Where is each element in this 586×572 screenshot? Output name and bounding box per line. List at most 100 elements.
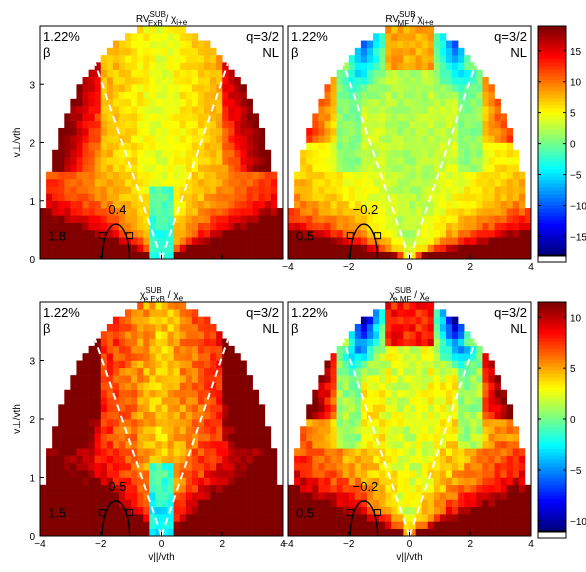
heatmap-cell: [415, 470, 422, 478]
heatmap-cell: [246, 419, 253, 427]
heatmap-cell: [324, 375, 331, 383]
heatmap-cell: [216, 120, 223, 129]
heatmap-cell: [94, 404, 102, 412]
heatmap-cell: [488, 135, 495, 143]
heatmap-cell: [179, 419, 187, 427]
heatmap-cell: [397, 302, 404, 310]
heatmap-cell: [173, 237, 181, 245]
heatmap-cell: [342, 178, 350, 187]
heatmap-cell: [179, 33, 187, 41]
heatmap-cell: [506, 193, 514, 202]
heatmap-cell: [500, 521, 508, 529]
heatmap-cell: [445, 492, 453, 500]
heatmap-cell: [179, 98, 187, 107]
heatmap-cell: [216, 193, 223, 202]
heatmap-cell: [330, 462, 337, 471]
heatmap-cell: [64, 164, 71, 172]
heatmap-cell: [125, 215, 132, 223]
heatmap-cell: [373, 76, 380, 85]
heatmap-cell: [258, 433, 266, 442]
heatmap-cell: [82, 499, 89, 508]
boundary-left: [81, 301, 163, 537]
heatmap-cell: [112, 426, 120, 434]
heatmap-cell: [379, 397, 386, 405]
heatmap-cell: [379, 113, 386, 121]
heatmap-cell: [143, 528, 150, 537]
heatmap-cell: [112, 345, 120, 354]
heatmap-cell: [252, 514, 260, 522]
heatmap-cell: [494, 440, 501, 449]
heatmap-cell: [354, 76, 362, 85]
heatmap-cell: [191, 521, 199, 529]
heatmap-cell: [228, 514, 235, 522]
heatmap-cell: [252, 462, 260, 471]
heatmap-cell: [494, 222, 501, 231]
heatmap-cell: [276, 484, 284, 493]
heatmap-cell: [228, 404, 235, 412]
heatmap-cell: [222, 222, 229, 231]
heatmap-cell: [336, 193, 343, 202]
heatmap-cell: [167, 404, 174, 412]
heatmap-cell: [258, 178, 266, 187]
heatmap-cell: [222, 237, 229, 245]
heatmap-cell: [58, 186, 65, 194]
heatmap-cell: [173, 178, 181, 187]
heatmap-cell: [112, 229, 120, 238]
heatmap-cell: [258, 200, 266, 209]
heatmap-cell: [94, 477, 102, 486]
heatmap-cell: [131, 106, 138, 114]
heatmap-cell: [106, 142, 114, 151]
heatmap-cell: [348, 244, 356, 253]
heatmap-cell: [324, 367, 331, 376]
heatmap-cell: [161, 222, 168, 231]
heatmap-cell: [185, 186, 193, 194]
heatmap-cell: [500, 178, 508, 187]
heatmap-cell: [179, 411, 187, 420]
heatmap-cell: [149, 309, 156, 317]
heatmap-cell: [439, 62, 447, 70]
heatmap-cell: [149, 127, 156, 136]
heatmap-cell: [445, 440, 453, 449]
heatmap-cell: [125, 433, 132, 442]
heatmap-cell: [415, 84, 422, 92]
heatmap-cell: [306, 229, 313, 238]
heatmap-cell: [216, 127, 223, 136]
heatmap-cell: [197, 149, 205, 158]
heatmap-cell: [118, 200, 126, 209]
heatmap-cell: [161, 360, 168, 369]
heatmap-cell: [288, 506, 295, 515]
heatmap-cell: [306, 178, 313, 187]
heatmap-cell: [488, 251, 495, 260]
heatmap-cell: [524, 222, 532, 231]
heatmap-cell: [58, 244, 65, 253]
heatmap-cell: [445, 419, 453, 427]
heatmap-cell: [439, 178, 447, 187]
heatmap-cell: [197, 419, 205, 427]
heatmap-cell: [234, 200, 241, 209]
heatmap-cell: [415, 193, 422, 202]
heatmap-cell: [137, 506, 144, 515]
heatmap-cell: [409, 33, 416, 41]
y-tick-label: 1: [29, 474, 35, 485]
heatmap-cell: [210, 477, 217, 486]
heatmap-cell: [52, 477, 59, 486]
heatmap-cell: [379, 419, 386, 427]
heatmap-cell: [88, 120, 95, 129]
heatmap-cell: [46, 492, 53, 500]
heatmap-cell: [409, 506, 416, 515]
heatmap-cell: [234, 389, 241, 398]
heatmap-cell: [452, 55, 459, 63]
heatmap-cell: [391, 193, 398, 202]
heatmap-cell: [264, 171, 272, 180]
heatmap-cell: [415, 433, 422, 442]
heatmap-cell: [348, 528, 356, 537]
heatmap-cell: [118, 237, 126, 245]
heatmap-cell: [452, 98, 459, 107]
heatmap-cell: [161, 514, 168, 522]
heatmap-cell: [100, 499, 108, 508]
heatmap-cell: [240, 244, 247, 253]
heatmap-cell: [373, 98, 380, 107]
colorbar-swatch: [538, 334, 566, 339]
heatmap-cell: [433, 127, 441, 136]
heatmap-cell: [482, 215, 489, 223]
